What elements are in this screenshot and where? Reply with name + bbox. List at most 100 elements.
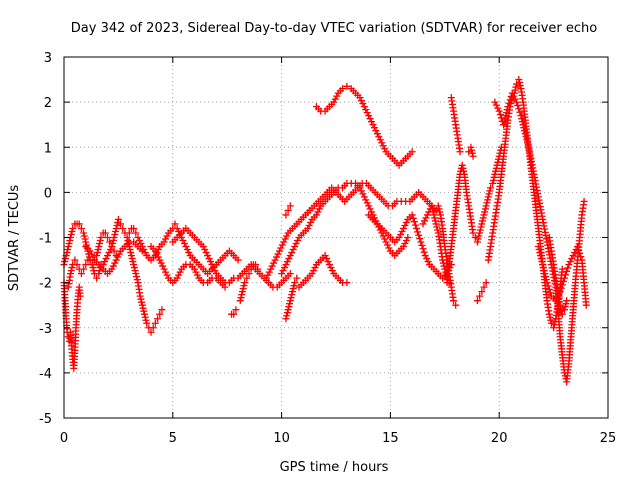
data-point (469, 152, 477, 160)
data-point (564, 264, 572, 272)
data-point (159, 262, 167, 270)
data-point (154, 253, 162, 261)
data-point (360, 103, 368, 111)
data-point (162, 235, 170, 243)
chart-title: Day 342 of 2023, Sidereal Day-to-day VTE… (71, 21, 598, 36)
data-point (398, 227, 406, 235)
data-point (278, 241, 286, 249)
data-point (110, 234, 118, 241)
data-point (423, 255, 431, 263)
data-point (126, 246, 134, 254)
data-point (563, 267, 571, 275)
data-point (132, 270, 140, 278)
data-point (363, 199, 371, 207)
data-point (156, 310, 164, 318)
data-point (202, 249, 210, 257)
data-point (487, 184, 494, 192)
data-point (304, 224, 312, 232)
data-point (560, 306, 568, 314)
data-point (130, 261, 138, 269)
data-point (109, 237, 117, 245)
data-point (283, 232, 291, 240)
data-point (274, 250, 282, 258)
data-point (401, 221, 409, 229)
data-point (545, 310, 553, 318)
data-point (292, 240, 300, 248)
data-point (151, 319, 159, 327)
data-point (468, 149, 476, 157)
data-point (128, 255, 136, 263)
data-point (544, 282, 552, 290)
data-point (243, 274, 251, 282)
data-point (66, 237, 74, 245)
data-point (82, 261, 90, 269)
data-point (534, 243, 542, 251)
x-tick-label: 15 (382, 431, 399, 446)
data-point (112, 256, 120, 264)
data-point (136, 292, 144, 300)
data-point (370, 124, 378, 132)
data-point (401, 240, 409, 248)
data-point (133, 276, 141, 284)
x-tick-label: 20 (491, 431, 508, 446)
data-point (328, 267, 336, 275)
data-point (285, 303, 293, 311)
data-point (404, 234, 412, 241)
data-point (80, 265, 88, 273)
data-point (413, 224, 421, 232)
data-point (154, 315, 162, 323)
data-point (201, 246, 209, 254)
data-point (542, 276, 550, 284)
data-point (179, 237, 187, 245)
data-point (68, 227, 76, 235)
data-point (333, 92, 341, 100)
x-tick-labels: 0 5 10 15 20 25 (60, 431, 616, 446)
data-point (414, 228, 422, 236)
data-point (205, 255, 213, 263)
data-point (162, 268, 170, 276)
data-point (467, 143, 475, 151)
data-point (289, 246, 297, 254)
data-point (240, 282, 248, 290)
y-tick-label: -3 (39, 322, 52, 337)
data-point (290, 282, 298, 290)
data-point (245, 270, 253, 278)
x-tick-label: 5 (169, 431, 177, 446)
data-point (96, 267, 104, 275)
data-point (494, 104, 502, 112)
data-point (366, 205, 374, 213)
data-point (428, 202, 436, 210)
data-point (492, 167, 500, 175)
data-point (64, 246, 72, 254)
data-point (99, 261, 107, 269)
data-point (519, 121, 527, 129)
data-point (558, 310, 566, 318)
data-point (130, 224, 138, 232)
data-point (385, 244, 393, 252)
data-point (157, 259, 165, 267)
data-point (546, 313, 554, 321)
data-point (417, 238, 425, 246)
data-point (241, 279, 249, 287)
x-tick-label: 0 (60, 431, 68, 446)
data-point (88, 261, 96, 269)
data-point (571, 249, 579, 257)
data-point (285, 255, 293, 263)
y-tick-label: 3 (44, 51, 52, 66)
data-point (310, 267, 318, 275)
data-point (491, 98, 499, 106)
data-point (238, 291, 246, 299)
data-point (112, 224, 120, 232)
data-point (277, 244, 285, 252)
data-point (140, 307, 148, 315)
y-tick-label: -5 (39, 412, 52, 427)
data-point (369, 121, 377, 129)
data-point (237, 294, 245, 302)
data-point (504, 103, 512, 111)
data-point (71, 256, 79, 264)
data-point (281, 235, 289, 243)
data-point (510, 92, 518, 100)
data-point (288, 288, 296, 296)
data-point (117, 220, 125, 228)
y-tick-label: 0 (44, 186, 52, 201)
